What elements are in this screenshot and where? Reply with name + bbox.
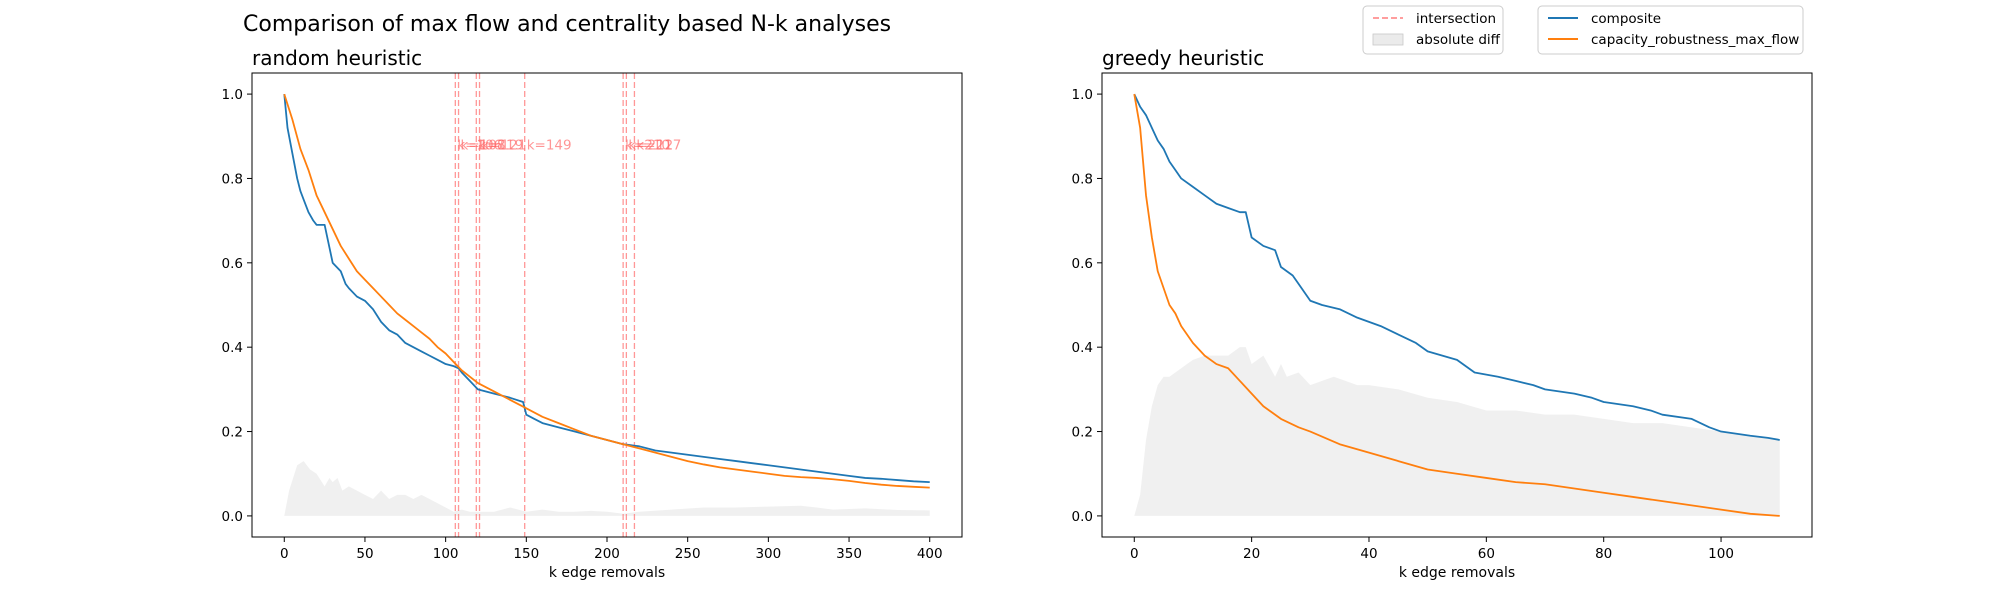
- x-tick-label: 350: [836, 546, 862, 562]
- x-axis-label: k edge removals: [549, 565, 665, 581]
- x-tick-label: 0: [280, 546, 289, 562]
- y-tick-label: 0.0: [1072, 509, 1093, 525]
- x-tick-label: 400: [917, 546, 943, 562]
- legend-frame: [1537, 5, 1804, 55]
- intersection-label: k=119: [478, 138, 523, 154]
- x-tick-label: 200: [594, 546, 620, 562]
- x-tick-label: 20: [1243, 546, 1260, 562]
- x-tick-label: 100: [433, 546, 459, 562]
- intersection-label: k=210: [625, 138, 670, 154]
- x-tick-label: 100: [1708, 546, 1734, 562]
- x-tick-label: 150: [513, 546, 539, 562]
- legend-label: capacity_robustness_max_flow: [1591, 32, 1799, 48]
- intersection-label: k=108: [461, 138, 506, 154]
- y-tick-label: 0.6: [1072, 256, 1093, 272]
- x-tick-label: 250: [675, 546, 701, 562]
- y-tick-label: 0.4: [222, 340, 243, 356]
- legend-label: intersection: [1416, 11, 1496, 27]
- x-tick-label: 40: [1360, 546, 1377, 562]
- y-tick-label: 0.8: [222, 171, 243, 187]
- legend-series: composite capacity_robustness_max_flow: [1537, 5, 1804, 55]
- legend-frame: [1362, 5, 1504, 55]
- series-line-0: [283, 94, 930, 484]
- intersection-label: k=121: [482, 138, 527, 154]
- x-tick-label: 80: [1595, 546, 1612, 562]
- greedy-heuristic-panel: greedy heuristic 0 20 40 60 80 100 0.0 0.2 0.4 0.6…: [1072, 46, 1813, 581]
- panel-title: greedy heuristic: [1102, 46, 1264, 70]
- series-line-0: [1133, 93, 1780, 441]
- y-tick-label: 0.4: [1072, 340, 1093, 356]
- figure-title: Comparison of max flow and centrality ba…: [243, 12, 891, 37]
- legend-intersection-diff: intersection absolute diff: [1362, 5, 1504, 55]
- intersection-label: k=217: [636, 138, 681, 154]
- legend-patch: [1372, 33, 1404, 46]
- y-tick-label: 0.2: [1072, 425, 1093, 441]
- x-axis-label: k edge removals: [1399, 565, 1515, 581]
- y-tick-label: 0.6: [222, 256, 243, 272]
- x-tick-label: 50: [356, 546, 373, 562]
- y-tick-label: 1.0: [222, 87, 243, 103]
- absolute-diff-area: [1134, 347, 1780, 516]
- x-tick-label: 300: [755, 546, 781, 562]
- intersection-label: k=149: [527, 138, 572, 154]
- series-line-1: [283, 93, 930, 489]
- panel-title: random heuristic: [252, 46, 422, 70]
- intersection-label: k=212: [628, 138, 673, 154]
- y-tick-label: 0.8: [1072, 171, 1093, 187]
- x-tick-label: 60: [1478, 546, 1495, 562]
- plot-frame: [1101, 72, 1813, 538]
- y-tick-label: 1.0: [1072, 87, 1093, 103]
- absolute-diff-area: [284, 461, 930, 516]
- x-tick-label: 0: [1130, 546, 1139, 562]
- y-tick-label: 0.2: [222, 425, 243, 441]
- legend-label: absolute diff: [1416, 32, 1501, 48]
- y-tick-label: 0.0: [222, 509, 243, 525]
- legend-label: composite: [1591, 11, 1661, 27]
- series-line-1: [1133, 93, 1780, 517]
